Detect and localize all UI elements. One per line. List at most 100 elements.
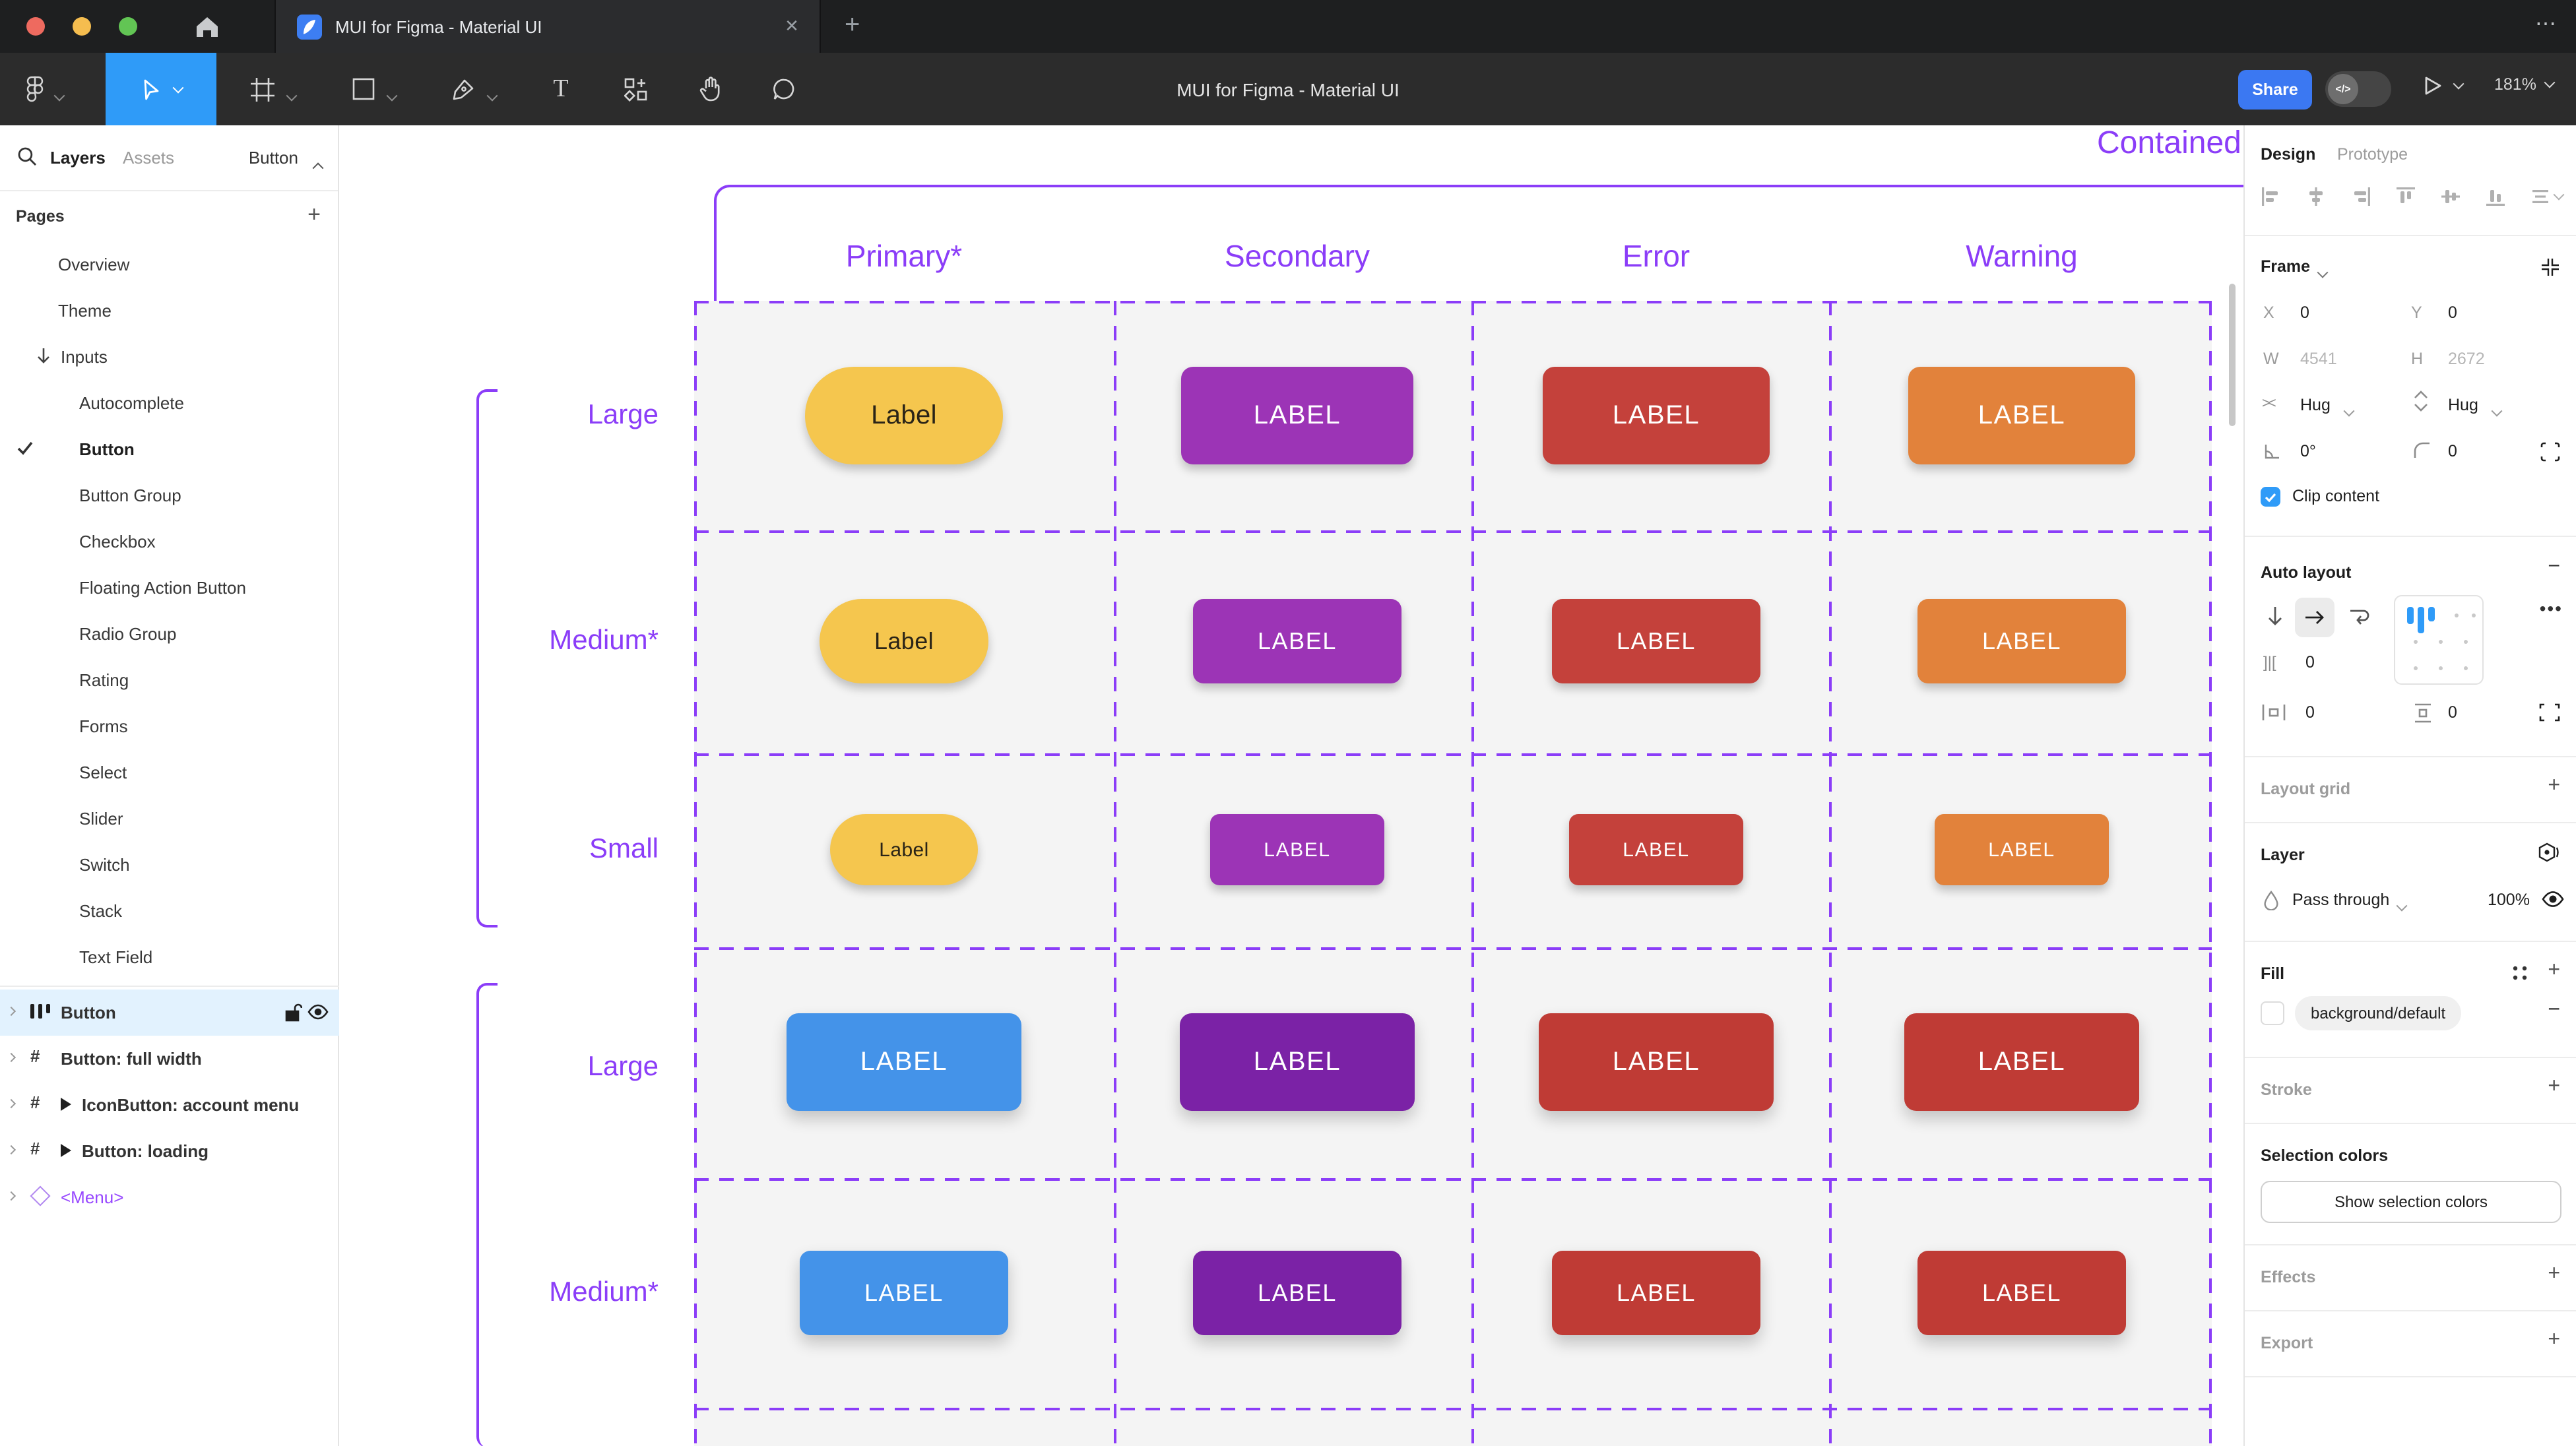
layer-row-button-full-width[interactable]: # Button: full width: [0, 1036, 339, 1082]
frame-chevron-icon[interactable]: [2317, 264, 2329, 282]
search-icon[interactable]: [17, 146, 37, 166]
button-contained-warning-small[interactable]: LABEL: [1935, 814, 2109, 885]
frame-tool-icon[interactable]: [245, 53, 280, 125]
sidebar-item-autocomplete[interactable]: Autocomplete: [79, 393, 184, 413]
button-state-secondary-large[interactable]: LABEL: [1180, 1013, 1415, 1111]
add-layout-grid-button[interactable]: +: [2548, 774, 2560, 797]
align-horizontal-center-icon[interactable]: [2305, 186, 2327, 207]
add-page-button[interactable]: +: [307, 202, 321, 227]
w-value[interactable]: 4541: [2300, 350, 2337, 368]
main-menu-icon[interactable]: [18, 53, 50, 125]
canvas[interactable]: Contained Primary* Secondary Error Warni…: [339, 125, 2243, 1446]
shape-tool-icon[interactable]: [346, 53, 380, 125]
fill-color-swatch[interactable]: [2261, 1001, 2284, 1025]
dev-mode-toggle[interactable]: </>: [2325, 71, 2391, 107]
tab-design[interactable]: Design: [2261, 145, 2316, 164]
document-tab[interactable]: MUI for Figma - Material UI ✕: [274, 0, 821, 53]
independent-padding-icon[interactable]: [2539, 703, 2560, 722]
button-state-error-large[interactable]: LABEL: [1539, 1013, 1774, 1111]
hug-horizontal-value[interactable]: Hug: [2300, 396, 2331, 414]
button-contained-error-large[interactable]: LABEL: [1543, 367, 1770, 464]
layer-row-menu-component[interactable]: <Menu>: [0, 1174, 339, 1220]
window-close-button[interactable]: [26, 17, 45, 36]
sidebar-item-slider[interactable]: Slider: [79, 809, 123, 829]
sidebar-item-inputs[interactable]: Inputs: [0, 334, 339, 380]
tab-prototype[interactable]: Prototype: [2337, 145, 2408, 164]
button-contained-warning-medium[interactable]: LABEL: [1917, 599, 2126, 683]
layer-visibility-eye-icon[interactable]: [2542, 891, 2564, 908]
sidebar-item-checkbox[interactable]: Checkbox: [79, 532, 156, 551]
button-contained-error-medium[interactable]: LABEL: [1552, 599, 1760, 683]
canvas-scrollbar[interactable]: [2229, 284, 2236, 426]
share-button[interactable]: Share: [2238, 70, 2312, 110]
tab-layers[interactable]: Layers: [50, 148, 106, 168]
auto-layout-alignment-widget[interactable]: [2394, 595, 2484, 685]
add-fill-button[interactable]: +: [2548, 959, 2560, 982]
layer-row-iconbutton-account-menu[interactable]: # IconButton: account menu: [0, 1082, 339, 1128]
corner-radius-value[interactable]: 0: [2448, 442, 2457, 460]
collapse-pages-chevron-icon[interactable]: [312, 153, 324, 177]
expand-chevron-icon[interactable]: [6, 1052, 16, 1063]
expand-chevron-icon[interactable]: [6, 1006, 16, 1017]
fill-style-chip[interactable]: background/default: [2295, 996, 2462, 1030]
button-state-warning-large[interactable]: LABEL: [1904, 1013, 2139, 1111]
overflow-menu-icon[interactable]: ⋯: [2535, 13, 2558, 36]
add-effect-button[interactable]: +: [2548, 1263, 2560, 1285]
tab-close-icon[interactable]: ✕: [785, 16, 799, 36]
frame-section-title[interactable]: Frame: [2261, 257, 2311, 276]
remove-auto-layout-button[interactable]: −: [2548, 555, 2560, 578]
expand-chevron-icon[interactable]: [6, 1191, 16, 1201]
add-stroke-button[interactable]: +: [2548, 1075, 2560, 1098]
main-menu-chevron-icon[interactable]: [53, 84, 65, 108]
move-tool-selected[interactable]: [106, 53, 216, 125]
h-value[interactable]: 2672: [2448, 350, 2485, 368]
pen-tool-chevron-icon[interactable]: [486, 84, 498, 108]
new-tab-button[interactable]: +: [845, 11, 860, 40]
sidebar-item-overview[interactable]: Overview: [58, 255, 130, 274]
sidebar-item-select[interactable]: Select: [79, 763, 127, 782]
rotation-value[interactable]: 0°: [2300, 442, 2316, 460]
button-contained-secondary-large[interactable]: LABEL: [1181, 367, 1413, 464]
sidebar-item-text-field[interactable]: Text Field: [79, 947, 153, 967]
lock-open-icon[interactable]: [285, 1003, 302, 1022]
zoom-menu[interactable]: 181%: [2494, 75, 2556, 94]
button-contained-primary-large[interactable]: Label: [805, 367, 1003, 464]
vertical-padding-value[interactable]: 0: [2448, 703, 2457, 722]
button-contained-primary-medium[interactable]: Label: [820, 599, 988, 683]
button-state-secondary-medium[interactable]: LABEL: [1193, 1251, 1401, 1335]
pen-tool-icon[interactable]: [446, 53, 480, 125]
page-filter-label[interactable]: Button: [248, 148, 298, 168]
frame-tool-chevron-icon[interactable]: [286, 84, 298, 108]
hug-v-chevron-icon[interactable]: [2491, 402, 2503, 421]
sidebar-item-button-group[interactable]: Button Group: [79, 486, 181, 505]
collapse-frame-icon[interactable]: [2540, 257, 2560, 277]
y-value[interactable]: 0: [2448, 303, 2457, 322]
expand-chevron-icon[interactable]: [6, 1098, 16, 1109]
layer-row-button-loading[interactable]: # Button: loading: [0, 1128, 339, 1174]
wrap-icon[interactable]: [2348, 606, 2371, 627]
hand-tool-icon[interactable]: [692, 53, 728, 125]
button-contained-primary-small[interactable]: Label: [830, 814, 978, 885]
home-icon[interactable]: [193, 12, 232, 41]
shape-tool-chevron-icon[interactable]: [386, 84, 398, 108]
independent-corners-icon[interactable]: [2540, 442, 2560, 462]
button-state-error-medium[interactable]: LABEL: [1552, 1251, 1760, 1335]
direction-vertical-icon[interactable]: [2266, 606, 2284, 628]
comment-tool-icon[interactable]: [765, 53, 802, 125]
blend-mode-value[interactable]: Pass through: [2292, 891, 2390, 909]
sidebar-item-button[interactable]: Button: [0, 426, 339, 472]
components-tool-icon[interactable]: [618, 53, 655, 125]
button-contained-secondary-medium[interactable]: LABEL: [1193, 599, 1401, 683]
direction-horizontal-selected[interactable]: [2295, 598, 2334, 637]
present-button[interactable]: [2423, 75, 2464, 96]
add-export-button[interactable]: +: [2548, 1329, 2560, 1351]
horizontal-padding-value[interactable]: 0: [2305, 703, 2315, 722]
text-tool-icon[interactable]: T: [553, 75, 569, 102]
x-value[interactable]: 0: [2300, 303, 2309, 322]
align-left-icon[interactable]: [2261, 186, 2282, 207]
align-top-icon[interactable]: [2395, 186, 2416, 207]
frame-title[interactable]: Contained: [2097, 125, 2241, 161]
blend-mode-icon[interactable]: [2538, 842, 2560, 863]
clip-content-checkbox[interactable]: [2261, 487, 2280, 507]
button-contained-error-small[interactable]: LABEL: [1569, 814, 1743, 885]
